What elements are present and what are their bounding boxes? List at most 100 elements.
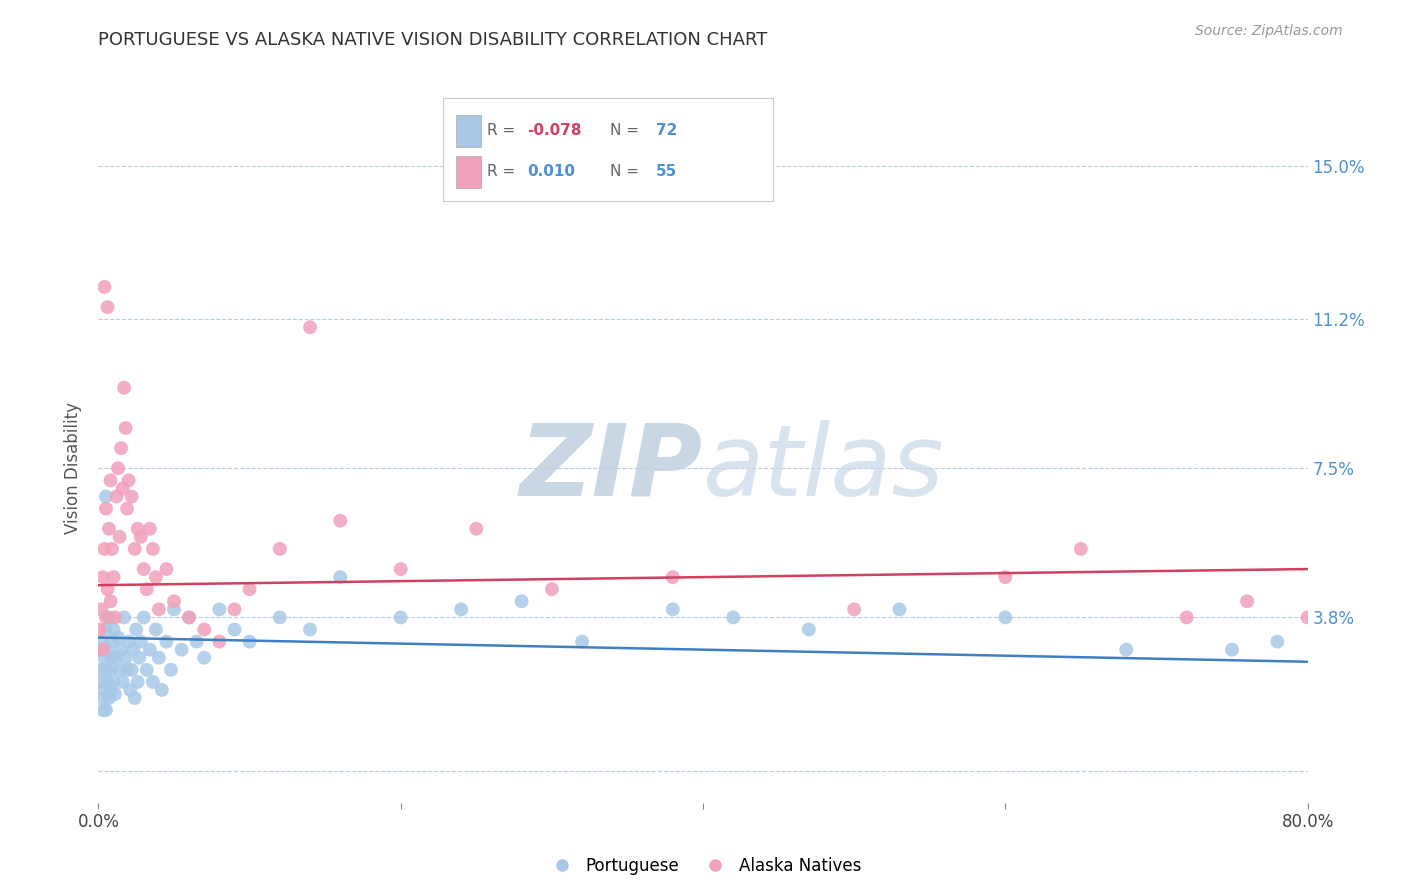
Point	[91, 703, 114, 717]
Text: N =: N =	[610, 164, 644, 179]
Point	[124, 541, 146, 556]
Point	[797, 623, 820, 637]
Point	[94, 610, 117, 624]
Point	[103, 623, 125, 637]
Point	[145, 570, 167, 584]
Bar	[456, 155, 481, 188]
Point	[96, 674, 118, 689]
Point	[111, 674, 134, 689]
Point	[101, 650, 124, 665]
Point	[89, 663, 111, 677]
Point	[179, 610, 201, 624]
Point	[224, 623, 246, 637]
Point	[90, 674, 112, 689]
Point	[299, 320, 322, 334]
Point	[96, 300, 118, 314]
Point	[662, 570, 685, 584]
Point	[150, 682, 173, 697]
Point	[145, 623, 167, 637]
Point	[129, 634, 152, 648]
Point	[179, 610, 201, 624]
Point	[98, 522, 121, 536]
Text: atlas: atlas	[703, 420, 945, 516]
Point	[121, 490, 143, 504]
Point	[115, 501, 138, 516]
Point	[127, 522, 149, 536]
Point	[91, 642, 114, 657]
Point	[110, 441, 132, 455]
Text: R =: R =	[488, 123, 520, 138]
Point	[540, 582, 562, 597]
Text: ZIP: ZIP	[520, 420, 703, 516]
Point	[465, 522, 488, 536]
Text: R =: R =	[488, 164, 520, 179]
Bar	[456, 114, 481, 147]
Point	[170, 642, 193, 657]
Point	[107, 461, 129, 475]
Point	[139, 642, 162, 657]
Y-axis label: Vision Disability: Vision Disability	[65, 402, 83, 534]
Point	[1296, 610, 1319, 624]
Point	[124, 691, 146, 706]
Point	[450, 602, 472, 616]
Point	[142, 674, 165, 689]
Point	[90, 602, 112, 616]
Point	[1220, 642, 1243, 657]
Point	[127, 674, 149, 689]
Point	[112, 381, 135, 395]
Point	[129, 530, 152, 544]
Point	[91, 634, 114, 648]
Point	[108, 530, 131, 544]
Point	[96, 582, 118, 597]
Text: 72: 72	[657, 123, 678, 138]
Text: 0.010: 0.010	[527, 164, 575, 179]
Point	[104, 610, 127, 624]
Point	[844, 602, 866, 616]
Text: N =: N =	[610, 123, 644, 138]
Point	[121, 663, 143, 677]
Point	[91, 691, 114, 706]
Point	[389, 610, 412, 624]
Point	[269, 610, 291, 624]
Point	[239, 634, 262, 648]
Point	[1236, 594, 1258, 608]
Point	[93, 280, 115, 294]
Point	[1070, 541, 1092, 556]
Point	[125, 623, 148, 637]
Point	[224, 602, 246, 616]
Point	[100, 474, 122, 488]
Point	[329, 514, 352, 528]
Point	[994, 570, 1017, 584]
Point	[94, 703, 117, 717]
Point	[103, 570, 125, 584]
Point	[128, 650, 150, 665]
Point	[132, 610, 155, 624]
Point	[94, 490, 117, 504]
Point	[193, 623, 215, 637]
Point	[142, 541, 165, 556]
Point	[994, 610, 1017, 624]
Text: PORTUGUESE VS ALASKA NATIVE VISION DISABILITY CORRELATION CHART: PORTUGUESE VS ALASKA NATIVE VISION DISAB…	[98, 31, 768, 49]
Point	[115, 663, 138, 677]
Point	[94, 623, 117, 637]
Point	[889, 602, 911, 616]
Point	[118, 474, 141, 488]
Point	[101, 634, 124, 648]
Point	[510, 594, 533, 608]
Point	[114, 650, 136, 665]
Point	[163, 602, 186, 616]
Point	[100, 594, 122, 608]
Point	[108, 663, 131, 677]
Point	[122, 642, 145, 657]
Point	[186, 634, 208, 648]
Point	[135, 582, 157, 597]
Text: -0.078: -0.078	[527, 123, 582, 138]
Point	[135, 663, 157, 677]
Point	[1267, 634, 1289, 648]
Point	[148, 602, 170, 616]
Point	[163, 594, 186, 608]
Point	[98, 610, 121, 624]
Point	[155, 634, 177, 648]
Point	[114, 421, 136, 435]
Point	[101, 541, 124, 556]
